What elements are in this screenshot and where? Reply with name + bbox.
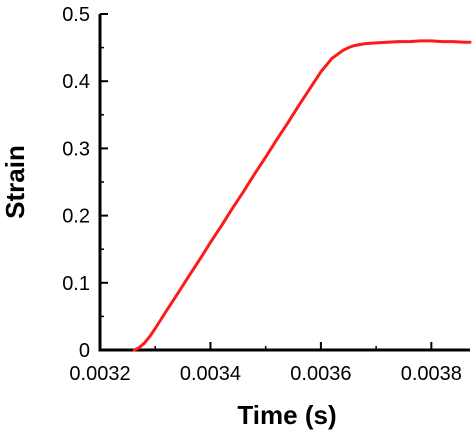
y-tick-label: 0 xyxy=(79,340,90,362)
y-tick-label: 0.4 xyxy=(62,71,90,93)
y-tick-label: 0.1 xyxy=(62,273,90,295)
series-line-0 xyxy=(132,39,472,352)
y-tick-label: 0.3 xyxy=(62,138,90,160)
x-tick-label: 0.0038 xyxy=(401,363,462,385)
x-tick-label: 0.0036 xyxy=(290,363,351,385)
plot-frame xyxy=(98,14,470,352)
series-layer xyxy=(132,39,472,352)
x-axis-ticks: 0.0032 0.0034 0.0036 0.0038 xyxy=(69,342,462,385)
x-tick-label: 0.0032 xyxy=(69,363,130,385)
y-axis-ticks: 0 0.1 0.2 0.3 0.4 0.5 xyxy=(62,4,108,362)
x-axis-title: Time (s) xyxy=(237,400,336,430)
y-tick-label: 0.5 xyxy=(62,4,90,26)
y-axis-title: Strain xyxy=(0,145,30,219)
x-tick-label: 0.0034 xyxy=(180,363,241,385)
y-tick-label: 0.2 xyxy=(62,206,90,228)
